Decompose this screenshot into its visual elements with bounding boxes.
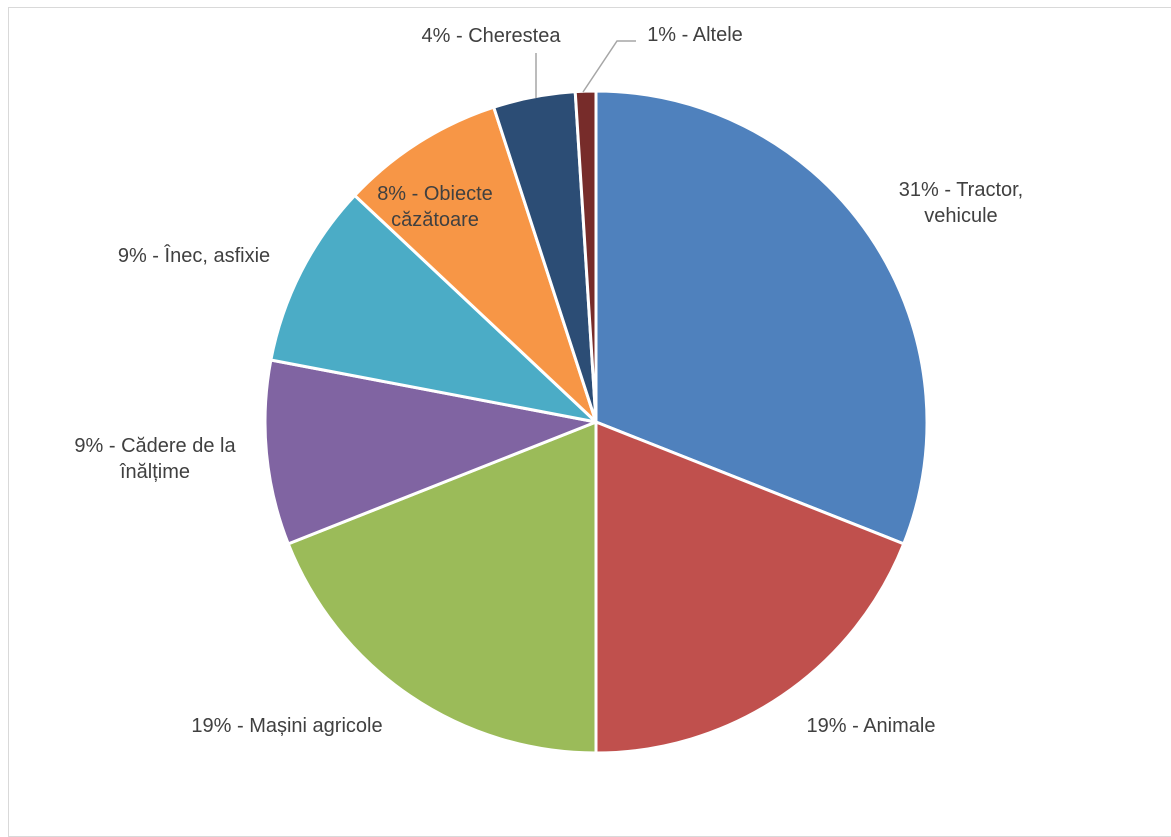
leader-line-7 [582,40,636,93]
slice-label-3: 9% - Cădere de la înălțime [74,435,236,483]
pie-slice-5 [353,105,598,424]
pie-slices [263,89,929,755]
slice-label-line: 31% - Tractor, [899,179,1024,201]
slice-label-line: 1% - Altele [647,24,743,46]
slice-label-5: 8% - Obiecte căzătoare [377,183,493,231]
pie-slice-3 [263,358,598,546]
slice-label-line: 19% - Animale [807,715,936,737]
slice-label-4: 9% - Înec, asfixie [118,244,270,267]
leader-lines [535,40,636,98]
slice-label-line: 4% - Cherestea [422,25,562,47]
pie-slice-0 [594,89,929,546]
slice-label-line: căzătoare [391,209,479,231]
slice-label-line: 9% - Înec, asfixie [118,244,270,267]
slice-label-line: 19% - Mașini agricole [191,715,382,737]
slice-label-1: 19% - Animale [807,715,936,737]
slice-labels: 31% - Tractor, vehicule 19% - Animale 19% -… [74,24,1023,737]
slice-label-line: vehicule [924,205,997,227]
pie-slice-7 [573,89,598,424]
pie-slice-1 [594,420,906,755]
pie-slice-4 [269,193,598,424]
slice-label-2: 19% - Mașini agricole [191,715,382,737]
slice-label-7: 1% - Altele [647,24,743,46]
slice-label-0: 31% - Tractor, vehicule [899,179,1024,227]
slice-label-line: 8% - Obiecte [377,183,493,205]
pie-slice-2 [286,420,598,755]
slice-label-6: 4% - Cherestea [422,25,562,47]
slice-label-line: înălțime [119,461,190,483]
slice-label-line: 9% - Cădere de la [74,435,236,457]
